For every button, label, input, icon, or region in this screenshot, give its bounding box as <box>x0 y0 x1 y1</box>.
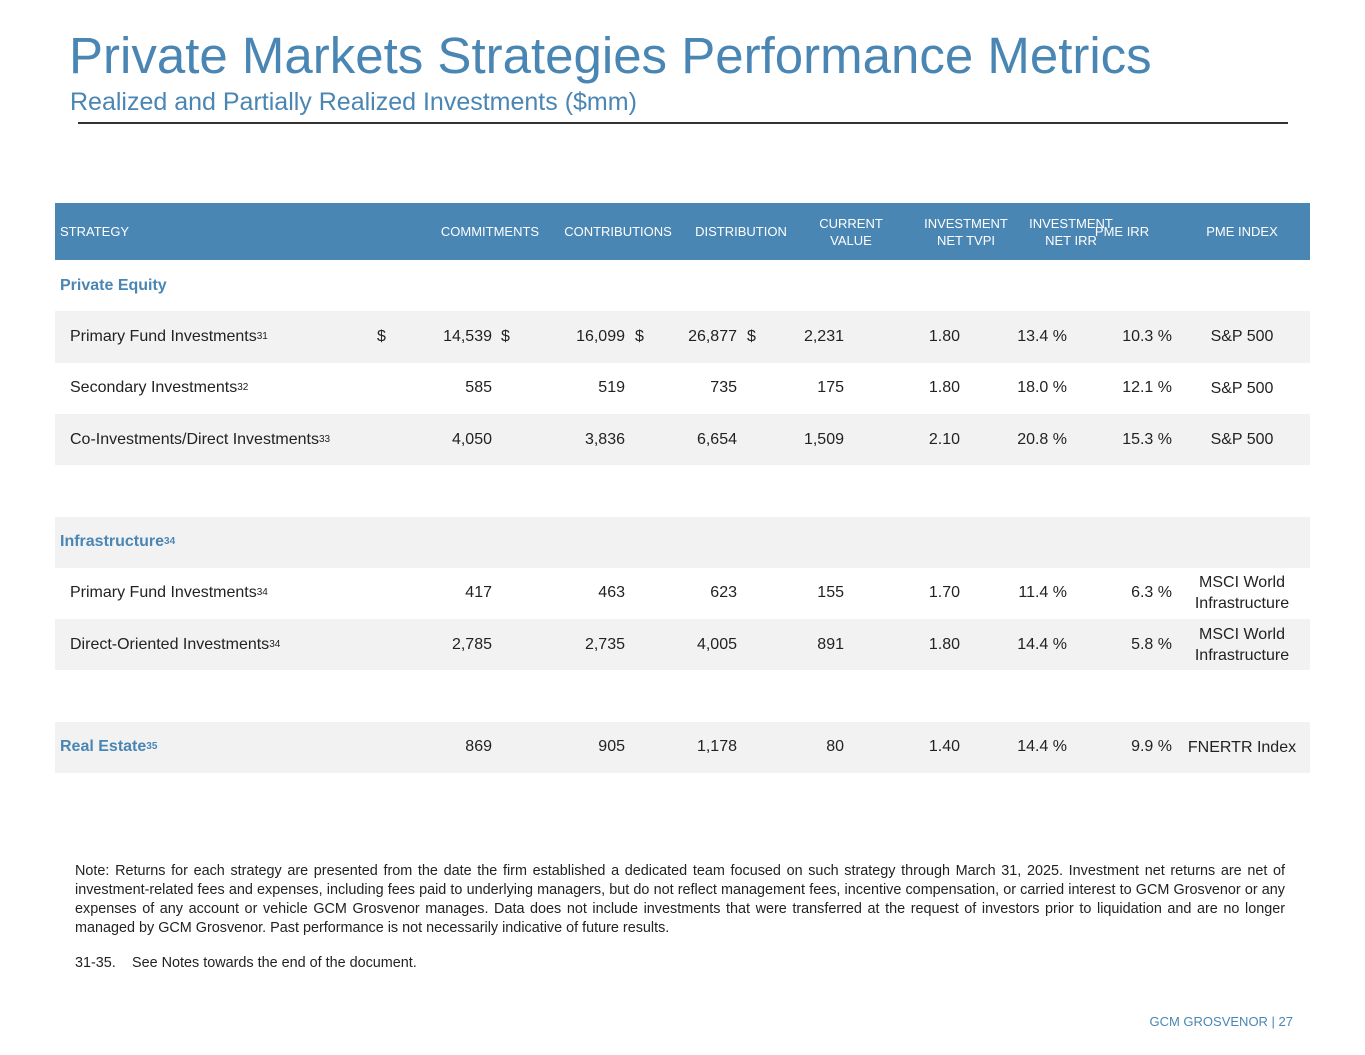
cell-index: FNERTR Index <box>1187 738 1297 756</box>
cell-value: 11.4 % <box>1018 584 1067 602</box>
cell-value: 26,877 <box>688 327 737 345</box>
cell-value: 14.4 % <box>1017 738 1067 756</box>
cell-value: 869 <box>465 738 492 756</box>
cell-value: 20.8 % <box>1017 430 1067 448</box>
cell-value: 16,099 <box>576 327 625 345</box>
row-label: Secondary Investments 32 <box>70 379 249 397</box>
cell-value: 14,539 <box>443 327 492 345</box>
cell-value: 5.8 % <box>1131 635 1172 653</box>
currency-sign: $ <box>377 327 386 345</box>
row-label: Direct-Oriented Investments 34 <box>70 635 281 653</box>
cell-value: 417 <box>465 584 492 602</box>
cell-value: 1.80 <box>928 379 960 397</box>
cell-value: 80 <box>826 738 844 756</box>
cell-value: 1,178 <box>696 738 737 756</box>
section-name: Infrastructure <box>60 533 165 551</box>
cell-value: 2.10 <box>928 430 960 448</box>
cell-value: 891 <box>817 635 844 653</box>
currency-sign: $ <box>747 327 756 345</box>
cell-value: 1.80 <box>928 327 960 345</box>
row-label: Primary Fund Investments 34 <box>70 584 268 602</box>
column-header: DISTRIBUTION <box>695 224 787 239</box>
cell-value: 519 <box>598 379 625 397</box>
column-header: PME IRR <box>1094 224 1150 239</box>
cell-value: 13.4 % <box>1017 327 1067 345</box>
section-label: Private Equity <box>60 260 167 311</box>
row-label: Co-Investments/Direct Investments 33 <box>70 430 331 448</box>
cell-value: 14.4 % <box>1017 635 1067 653</box>
title-rule <box>78 122 1288 124</box>
cell-index: MSCI World Infrastructure <box>1194 625 1290 664</box>
cell-value: 18.0 % <box>1017 379 1067 397</box>
column-header: PME INDEX <box>1206 224 1278 239</box>
note: Note: Returns for each strategy are pres… <box>75 863 1285 936</box>
footnote-ref: 31-35. <box>75 955 116 971</box>
cell-value: 4,050 <box>451 430 492 448</box>
row-background <box>55 413 1310 466</box>
page-title: Private Markets Strategies Performance M… <box>69 27 1152 84</box>
cell-value: 2,231 <box>803 327 844 345</box>
row-name: Primary Fund Investments <box>70 584 257 602</box>
column-header: INVESTMENT NET IRR <box>1029 215 1113 248</box>
cell-value: 1.40 <box>928 738 960 756</box>
column-header: CONTRIBUTIONS <box>564 224 672 239</box>
row-name: Secondary Investments <box>70 379 238 397</box>
section-label: Infrastructure 34 <box>60 533 176 551</box>
row-label: Primary Fund Investments 31 <box>70 327 268 345</box>
row-name: Co-Investments/Direct Investments <box>70 430 319 448</box>
cell-index: MSCI World Infrastructure <box>1194 574 1290 613</box>
row-name: Primary Fund Investments <box>70 327 257 345</box>
cell-value: 1,509 <box>803 430 844 448</box>
cell-value: 1.80 <box>928 635 960 653</box>
cell-value: 2,735 <box>584 635 625 653</box>
page-subtitle: Realized and Partially Realized Investme… <box>70 88 637 116</box>
cell-value: 10.3 % <box>1122 327 1172 345</box>
cell-value: 3,836 <box>584 430 625 448</box>
cell-value: 463 <box>598 584 625 602</box>
column-header: STRATEGY <box>60 224 130 239</box>
footnote-text: See Notes towards the end of the documen… <box>132 955 417 971</box>
cell-value: 6.3 % <box>1131 584 1172 602</box>
cell-value: 2,785 <box>451 635 492 653</box>
row-background <box>55 721 1310 773</box>
cell-value: 175 <box>817 379 844 397</box>
cell-value: 585 <box>465 379 492 397</box>
row-name: Direct-Oriented Investments <box>70 635 270 653</box>
cell-value: 15.3 % <box>1122 430 1172 448</box>
section-name: Private Equity <box>60 276 167 294</box>
row-background <box>55 311 1310 363</box>
cell-value: 735 <box>710 379 737 397</box>
footer: GCM GROSVENOR | 27 <box>1149 1014 1293 1029</box>
section-name: Real Estate <box>60 738 147 756</box>
currency-sign: $ <box>635 327 644 345</box>
column-header: INVESTMENT NET TVPI <box>924 215 1008 248</box>
row-background <box>55 516 1310 568</box>
cell-value: 1.70 <box>928 584 960 602</box>
cell-index: S&P 500 <box>1210 431 1274 449</box>
section-label: Real Estate 35 <box>60 738 158 756</box>
column-header: CURRENT VALUE <box>819 215 883 248</box>
cell-value: 6,654 <box>696 430 737 448</box>
cell-value: 623 <box>710 584 737 602</box>
cell-value: 4,005 <box>696 635 737 653</box>
currency-sign: $ <box>501 327 510 345</box>
cell-value: 9.9 % <box>1131 738 1172 756</box>
cell-index: S&P 500 <box>1210 328 1274 346</box>
table-header <box>55 203 1310 260</box>
cell-value: 155 <box>817 584 844 602</box>
row-background <box>55 619 1310 671</box>
cell-index: S&P 500 <box>1210 379 1274 397</box>
table: STRATEGY COMMITMENTS CONTRIBUTIONS DISTRIBU… <box>55 203 1310 774</box>
column-header: COMMITMENTS <box>440 224 540 239</box>
cell-value: 12.1 % <box>1122 379 1172 397</box>
cell-value: 905 <box>598 738 625 756</box>
